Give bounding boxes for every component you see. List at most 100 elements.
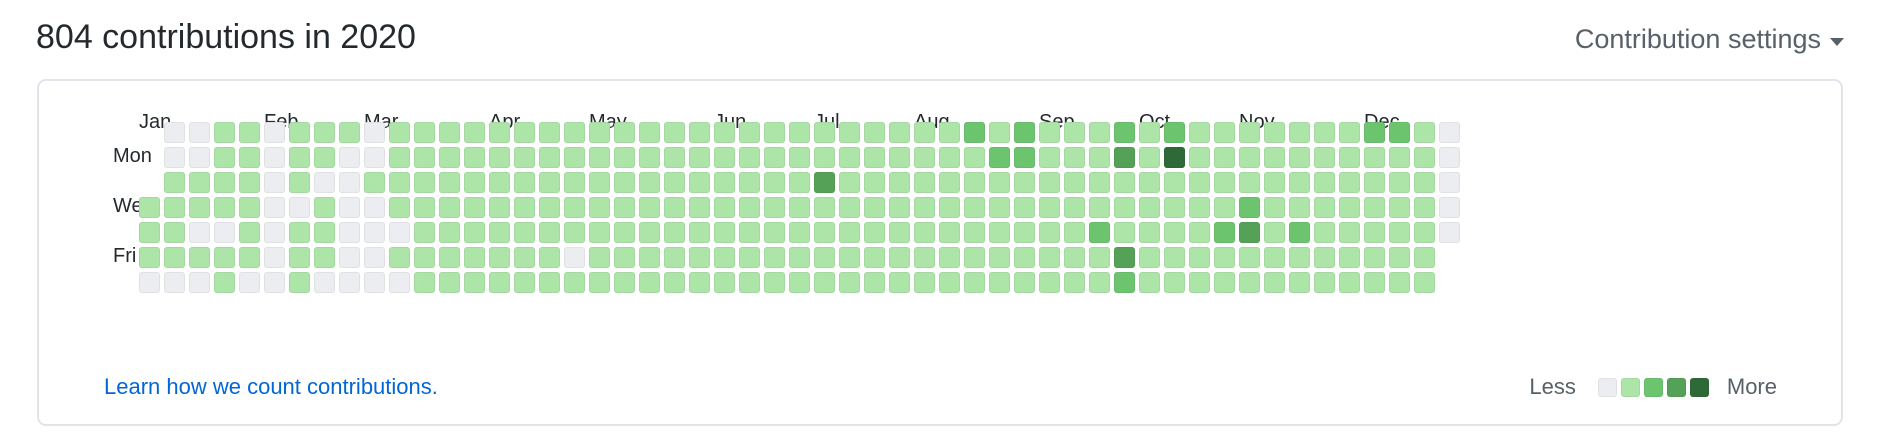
contribution-day[interactable]: [564, 147, 585, 168]
contribution-day[interactable]: [1139, 122, 1160, 143]
contribution-day[interactable]: [339, 222, 360, 243]
contribution-day[interactable]: [964, 222, 985, 243]
contribution-day[interactable]: [689, 122, 710, 143]
contribution-day[interactable]: [389, 122, 410, 143]
contribution-day[interactable]: [414, 122, 435, 143]
contribution-day[interactable]: [714, 197, 735, 218]
contribution-day[interactable]: [1339, 247, 1360, 268]
contribution-day[interactable]: [564, 247, 585, 268]
contribution-day[interactable]: [1114, 172, 1135, 193]
contribution-day[interactable]: [864, 122, 885, 143]
contribution-day[interactable]: [1289, 247, 1310, 268]
contribution-day[interactable]: [989, 272, 1010, 293]
contribution-day[interactable]: [989, 147, 1010, 168]
contribution-day[interactable]: [1314, 197, 1335, 218]
contribution-day[interactable]: [889, 197, 910, 218]
contribution-day[interactable]: [814, 272, 835, 293]
contribution-day[interactable]: [364, 122, 385, 143]
contribution-day[interactable]: [1414, 247, 1435, 268]
contribution-day[interactable]: [839, 197, 860, 218]
contribution-day[interactable]: [539, 272, 560, 293]
contribution-day[interactable]: [1039, 222, 1060, 243]
contribution-day[interactable]: [939, 197, 960, 218]
contribution-day[interactable]: [189, 197, 210, 218]
contribution-day[interactable]: [589, 172, 610, 193]
contribution-day[interactable]: [689, 147, 710, 168]
contribution-day[interactable]: [1289, 272, 1310, 293]
contribution-day[interactable]: [1189, 272, 1210, 293]
contribution-day[interactable]: [789, 122, 810, 143]
contribution-day[interactable]: [539, 147, 560, 168]
contribution-day[interactable]: [1389, 272, 1410, 293]
contribution-day[interactable]: [1189, 222, 1210, 243]
contribution-day[interactable]: [664, 197, 685, 218]
contribution-day[interactable]: [964, 172, 985, 193]
contribution-day[interactable]: [539, 222, 560, 243]
contribution-day[interactable]: [1064, 272, 1085, 293]
contribution-day[interactable]: [439, 247, 460, 268]
contribution-day[interactable]: [739, 172, 760, 193]
contribution-day[interactable]: [1014, 222, 1035, 243]
contribution-day[interactable]: [939, 222, 960, 243]
contribution-day[interactable]: [389, 172, 410, 193]
contribution-day[interactable]: [414, 172, 435, 193]
contribution-day[interactable]: [839, 222, 860, 243]
contribution-day[interactable]: [1239, 222, 1260, 243]
contribution-day[interactable]: [1139, 147, 1160, 168]
contribution-day[interactable]: [1089, 122, 1110, 143]
contribution-day[interactable]: [1439, 172, 1460, 193]
contribution-day[interactable]: [489, 122, 510, 143]
contribution-day[interactable]: [1089, 147, 1110, 168]
contribution-day[interactable]: [1164, 272, 1185, 293]
contribution-day[interactable]: [314, 147, 335, 168]
contribution-day[interactable]: [239, 222, 260, 243]
contribution-day[interactable]: [364, 147, 385, 168]
contribution-day[interactable]: [689, 222, 710, 243]
contribution-day[interactable]: [1039, 172, 1060, 193]
contribution-day[interactable]: [614, 147, 635, 168]
contribution-day[interactable]: [1114, 147, 1135, 168]
contribution-day[interactable]: [314, 272, 335, 293]
contribution-day[interactable]: [1364, 222, 1385, 243]
contribution-day[interactable]: [1239, 122, 1260, 143]
contribution-day[interactable]: [889, 122, 910, 143]
contribution-day[interactable]: [1414, 197, 1435, 218]
contribution-day[interactable]: [289, 147, 310, 168]
contribution-day[interactable]: [239, 172, 260, 193]
contribution-day[interactable]: [1039, 197, 1060, 218]
contribution-day[interactable]: [839, 247, 860, 268]
contribution-day[interactable]: [914, 272, 935, 293]
contribution-day[interactable]: [264, 197, 285, 218]
contribution-day[interactable]: [214, 247, 235, 268]
contribution-day[interactable]: [714, 222, 735, 243]
contribution-settings-dropdown[interactable]: Contribution settings: [1575, 24, 1844, 55]
contribution-day[interactable]: [264, 247, 285, 268]
contribution-day[interactable]: [264, 222, 285, 243]
contribution-day[interactable]: [389, 197, 410, 218]
contribution-day[interactable]: [1264, 247, 1285, 268]
contribution-day[interactable]: [339, 247, 360, 268]
contribution-day[interactable]: [514, 272, 535, 293]
contribution-day[interactable]: [1189, 147, 1210, 168]
contribution-day[interactable]: [714, 122, 735, 143]
contribution-day[interactable]: [914, 122, 935, 143]
contribution-day[interactable]: [264, 172, 285, 193]
contribution-day[interactable]: [589, 147, 610, 168]
contribution-day[interactable]: [1364, 172, 1385, 193]
contribution-day[interactable]: [364, 247, 385, 268]
contribution-day[interactable]: [1164, 172, 1185, 193]
contribution-day[interactable]: [739, 272, 760, 293]
contribution-day[interactable]: [689, 272, 710, 293]
contribution-day[interactable]: [1189, 247, 1210, 268]
contribution-day[interactable]: [139, 197, 160, 218]
contribution-day[interactable]: [439, 172, 460, 193]
contribution-day[interactable]: [464, 272, 485, 293]
contribution-day[interactable]: [789, 172, 810, 193]
contribution-day[interactable]: [1239, 272, 1260, 293]
contribution-day[interactable]: [1339, 222, 1360, 243]
contribution-day[interactable]: [1289, 122, 1310, 143]
contribution-day[interactable]: [639, 122, 660, 143]
contribution-day[interactable]: [139, 272, 160, 293]
contribution-day[interactable]: [339, 272, 360, 293]
contribution-day[interactable]: [864, 272, 885, 293]
